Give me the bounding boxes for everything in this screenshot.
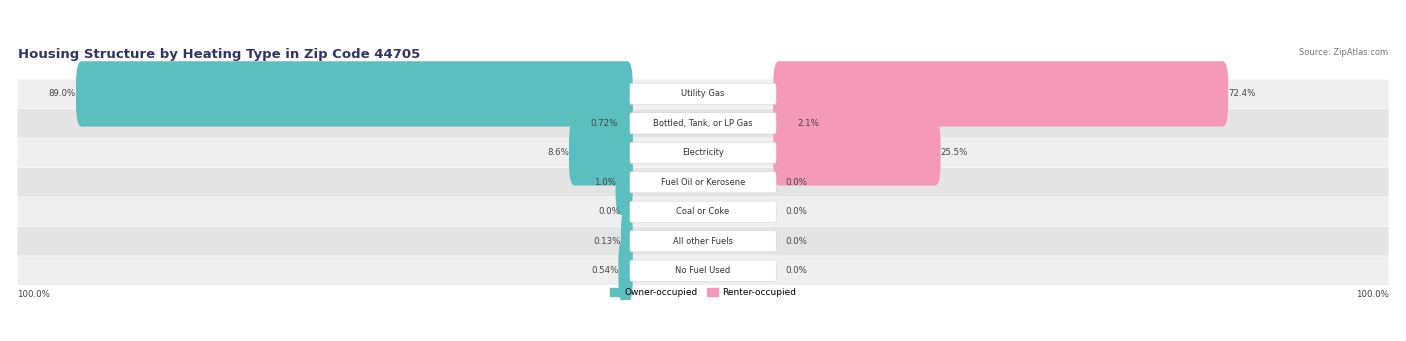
Text: 89.0%: 89.0%: [49, 89, 76, 99]
FancyBboxPatch shape: [17, 79, 1389, 108]
Text: 72.4%: 72.4%: [1229, 89, 1256, 99]
Text: 2.1%: 2.1%: [797, 119, 820, 128]
Text: 0.0%: 0.0%: [786, 207, 807, 216]
FancyBboxPatch shape: [17, 168, 1389, 197]
Text: 0.54%: 0.54%: [591, 266, 619, 275]
FancyBboxPatch shape: [621, 208, 633, 274]
Text: 0.0%: 0.0%: [599, 207, 620, 216]
FancyBboxPatch shape: [17, 227, 1389, 256]
FancyBboxPatch shape: [619, 238, 633, 303]
Text: 0.0%: 0.0%: [786, 178, 807, 187]
Legend: Owner-occupied, Renter-occupied: Owner-occupied, Renter-occupied: [606, 284, 800, 301]
FancyBboxPatch shape: [630, 201, 776, 222]
FancyBboxPatch shape: [773, 61, 1229, 127]
FancyBboxPatch shape: [630, 142, 776, 163]
FancyBboxPatch shape: [630, 113, 776, 134]
Text: 0.0%: 0.0%: [786, 266, 807, 275]
Text: All other Fuels: All other Fuels: [673, 237, 733, 246]
Text: Coal or Coke: Coal or Coke: [676, 207, 730, 216]
Text: Fuel Oil or Kerosene: Fuel Oil or Kerosene: [661, 178, 745, 187]
FancyBboxPatch shape: [17, 138, 1389, 167]
FancyBboxPatch shape: [630, 260, 776, 281]
Text: Source: ZipAtlas.com: Source: ZipAtlas.com: [1299, 48, 1389, 57]
FancyBboxPatch shape: [630, 172, 776, 193]
FancyBboxPatch shape: [630, 231, 776, 252]
Text: 8.6%: 8.6%: [547, 148, 569, 157]
FancyBboxPatch shape: [773, 91, 797, 156]
Text: 100.0%: 100.0%: [1355, 290, 1389, 299]
FancyBboxPatch shape: [617, 91, 633, 156]
Text: 1.0%: 1.0%: [593, 178, 616, 187]
Text: Utility Gas: Utility Gas: [682, 89, 724, 99]
FancyBboxPatch shape: [17, 256, 1389, 285]
Text: 25.5%: 25.5%: [941, 148, 967, 157]
FancyBboxPatch shape: [17, 197, 1389, 226]
Text: Bottled, Tank, or LP Gas: Bottled, Tank, or LP Gas: [654, 119, 752, 128]
FancyBboxPatch shape: [630, 83, 776, 105]
FancyBboxPatch shape: [76, 61, 633, 127]
Text: 0.72%: 0.72%: [591, 119, 617, 128]
Text: 0.13%: 0.13%: [593, 237, 621, 246]
Text: No Fuel Used: No Fuel Used: [675, 266, 731, 275]
FancyBboxPatch shape: [569, 120, 633, 186]
Text: Housing Structure by Heating Type in Zip Code 44705: Housing Structure by Heating Type in Zip…: [17, 48, 420, 61]
FancyBboxPatch shape: [773, 120, 941, 186]
Text: 0.0%: 0.0%: [786, 237, 807, 246]
FancyBboxPatch shape: [17, 109, 1389, 138]
FancyBboxPatch shape: [616, 150, 633, 215]
Text: Electricity: Electricity: [682, 148, 724, 157]
Text: 100.0%: 100.0%: [17, 290, 51, 299]
